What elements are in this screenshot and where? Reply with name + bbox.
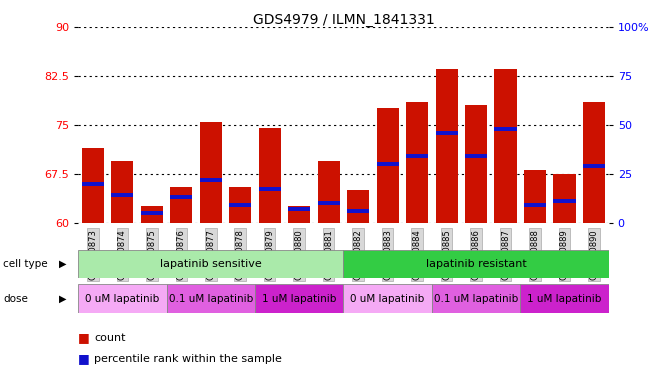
Text: percentile rank within the sample: percentile rank within the sample bbox=[94, 354, 283, 364]
Bar bbox=[141, 211, 163, 215]
Text: GDS4979 / ILMN_1841331: GDS4979 / ILMN_1841331 bbox=[253, 13, 434, 27]
Bar bbox=[167, 284, 255, 313]
Bar bbox=[258, 187, 281, 191]
Bar bbox=[111, 194, 133, 197]
Bar bbox=[406, 154, 428, 158]
Bar bbox=[78, 284, 167, 313]
Bar bbox=[347, 190, 369, 223]
Text: 0 uM lapatinib: 0 uM lapatinib bbox=[85, 293, 159, 304]
Text: dose: dose bbox=[3, 293, 28, 304]
Bar bbox=[229, 203, 251, 207]
Bar bbox=[111, 161, 133, 223]
Text: lapatinib sensitive: lapatinib sensitive bbox=[160, 259, 262, 269]
Text: 0.1 uM lapatinib: 0.1 uM lapatinib bbox=[434, 293, 518, 304]
Text: 0 uM lapatinib: 0 uM lapatinib bbox=[350, 293, 424, 304]
Text: ■: ■ bbox=[78, 353, 90, 366]
Bar bbox=[318, 201, 340, 205]
Bar bbox=[583, 164, 605, 168]
Text: 1 uM lapatinib: 1 uM lapatinib bbox=[527, 293, 602, 304]
Bar bbox=[170, 187, 192, 223]
Bar bbox=[436, 131, 458, 135]
Bar bbox=[432, 284, 520, 313]
Text: 0.1 uM lapatinib: 0.1 uM lapatinib bbox=[169, 293, 253, 304]
Bar bbox=[465, 105, 487, 223]
Bar bbox=[553, 174, 575, 223]
Bar bbox=[288, 207, 311, 211]
Bar bbox=[347, 209, 369, 213]
Bar bbox=[553, 199, 575, 203]
Bar bbox=[255, 284, 344, 313]
Bar bbox=[170, 195, 192, 199]
Bar bbox=[82, 182, 104, 185]
Bar bbox=[258, 128, 281, 223]
Text: cell type: cell type bbox=[3, 259, 48, 269]
Bar bbox=[200, 122, 222, 223]
Bar bbox=[376, 109, 398, 223]
Bar bbox=[495, 127, 517, 131]
Bar bbox=[344, 284, 432, 313]
Bar bbox=[524, 170, 546, 223]
Bar bbox=[229, 187, 251, 223]
Bar bbox=[495, 70, 517, 223]
Bar bbox=[141, 207, 163, 223]
Bar bbox=[200, 178, 222, 182]
Bar bbox=[376, 162, 398, 166]
Bar bbox=[344, 250, 609, 278]
Bar bbox=[436, 70, 458, 223]
Bar bbox=[406, 102, 428, 223]
Text: ▶: ▶ bbox=[59, 259, 67, 269]
Bar bbox=[318, 161, 340, 223]
Text: count: count bbox=[94, 333, 126, 343]
Text: lapatinib resistant: lapatinib resistant bbox=[426, 259, 527, 269]
Text: 1 uM lapatinib: 1 uM lapatinib bbox=[262, 293, 337, 304]
Bar bbox=[288, 207, 311, 223]
Bar bbox=[524, 203, 546, 207]
Bar bbox=[583, 102, 605, 223]
Bar bbox=[520, 284, 609, 313]
Text: ▶: ▶ bbox=[59, 293, 67, 304]
Bar bbox=[78, 250, 344, 278]
Bar bbox=[82, 148, 104, 223]
Bar bbox=[465, 154, 487, 158]
Text: ■: ■ bbox=[78, 331, 90, 344]
